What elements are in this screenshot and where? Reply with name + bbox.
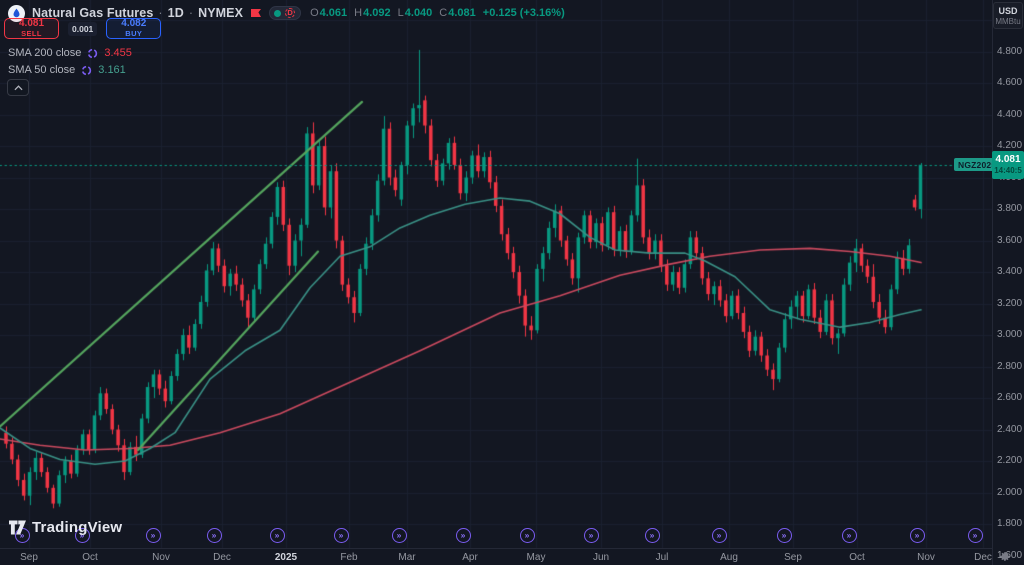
- indicator-value: 3.455: [104, 47, 132, 59]
- chart-header: Natural Gas Futures · 1D · NYMEX D O4.06…: [8, 4, 565, 22]
- open-value: 4.061: [319, 7, 348, 19]
- time-tick-month: May: [526, 552, 546, 563]
- contract-price-line-tag: NGZ2025: [954, 158, 1001, 172]
- contract-rollover-icon[interactable]: »: [967, 528, 983, 543]
- price-tick-label: 3.200: [997, 297, 1023, 309]
- price-tick-label: 4.400: [997, 108, 1023, 120]
- collapse-legend-button[interactable]: [7, 79, 29, 96]
- time-tick-month: Nov: [917, 552, 935, 563]
- contract-rollover-icon[interactable]: »: [455, 528, 471, 543]
- chevron-up-icon: [13, 84, 23, 90]
- indicator-loading-icon: [82, 65, 92, 75]
- symbol-name: Natural Gas Futures: [32, 6, 154, 20]
- price-tick-label: 1.800: [997, 518, 1023, 530]
- contract-rollover-icon[interactable]: »: [391, 528, 407, 543]
- time-tick-month: Oct: [849, 552, 865, 563]
- indicator-row-sma200[interactable]: SMA 200 close 3.455: [8, 46, 132, 60]
- axis-settings-gear-icon[interactable]: [999, 550, 1011, 565]
- tradingview-logo-text: TradingView: [32, 519, 123, 536]
- time-axis[interactable]: Sep Oct Nov Dec 2025 Feb Mar Apr May Jun Jul Aug Sep…: [0, 548, 992, 565]
- contract-rollover-icon[interactable]: »: [776, 528, 792, 543]
- time-tick-month: Jun: [592, 552, 610, 563]
- close-value: 4.081: [448, 7, 476, 19]
- exchange-label: NYMEX: [198, 6, 244, 20]
- price-tick-label: 1.600: [997, 549, 1023, 561]
- contract-rollover-icon[interactable]: »: [269, 528, 285, 543]
- price-tick-label: 3.800: [997, 203, 1023, 215]
- order-panel: 4.081 SELL 0.001 4.082 BUY: [4, 18, 162, 39]
- last-price-axis-label: 4.081 14:40:5: [992, 150, 1024, 179]
- price-tick-label: 2.600: [997, 392, 1023, 404]
- countdown-timer: 14:40:5: [994, 165, 1022, 175]
- contract-rollover-icon[interactable]: »: [841, 528, 857, 543]
- indicator-row-sma50[interactable]: SMA 50 close 3.161: [8, 63, 132, 77]
- symbol-title[interactable]: Natural Gas Futures · 1D · NYMEX: [32, 6, 243, 20]
- indicator-name: SMA 200 close: [8, 47, 82, 59]
- price-tick-label: 3.400: [997, 266, 1023, 278]
- tradingview-logo-icon: [9, 520, 26, 535]
- high-value: 4.092: [363, 7, 391, 19]
- contract-rollover-icon[interactable]: »: [145, 528, 161, 543]
- time-tick-month: Mar: [398, 552, 416, 563]
- time-tick-month: Dec: [213, 552, 231, 563]
- data-delay-badge: D: [285, 8, 296, 18]
- price-tick-label: 2.400: [997, 423, 1023, 435]
- price-tick-label: 4.200: [997, 140, 1023, 152]
- indicator-name: SMA 50 close: [8, 64, 76, 76]
- time-tick-month: Sep: [20, 552, 38, 563]
- contract-rollover-icon[interactable]: »: [333, 528, 349, 543]
- time-tick-month: Oct: [82, 552, 98, 563]
- indicator-value: 3.161: [98, 64, 126, 76]
- title-separator: ·: [158, 6, 163, 20]
- symbol-logo-icon[interactable]: [8, 4, 25, 22]
- price-tick-label: 4.600: [997, 77, 1023, 88]
- contract-rollover-icon[interactable]: »: [644, 528, 660, 543]
- time-tick-month: Aug: [720, 552, 738, 563]
- contract-rollover-icon[interactable]: »: [583, 528, 599, 543]
- time-tick-month: Nov: [152, 552, 170, 563]
- price-tick-label: 3.600: [997, 234, 1023, 246]
- contract-rollover-icon[interactable]: »: [519, 528, 535, 543]
- price-tick-label: 2.200: [997, 455, 1023, 467]
- contract-rollover-icon[interactable]: »: [206, 528, 222, 543]
- contract-rollover-icon[interactable]: »: [711, 528, 727, 543]
- unit-measure: MMBtu: [995, 16, 1021, 26]
- price-tick-label: 3.000: [997, 329, 1023, 341]
- interval-label: 1D: [167, 6, 184, 20]
- time-tick-month: Jul: [655, 552, 669, 563]
- low-value: 4.040: [404, 7, 433, 19]
- time-tick-month: Apr: [462, 552, 478, 563]
- time-tick-year: 2025: [274, 552, 298, 563]
- ohlc-readout: O4.061 H4.092 L4.040 C4.081 +0.125 (+3.1…: [310, 7, 565, 19]
- indicator-loading-icon: [88, 48, 98, 58]
- buy-button[interactable]: 4.082 BUY: [106, 18, 162, 39]
- spread-value: 0.001: [68, 21, 98, 36]
- tradingview-logo[interactable]: TradingView: [8, 519, 122, 536]
- price-tick-label: 2.800: [997, 360, 1023, 372]
- flag-icon[interactable]: [250, 8, 262, 19]
- time-tick-month: Sep: [784, 552, 802, 563]
- contract-rollover-icon[interactable]: »: [74, 528, 90, 543]
- market-open-dot-icon: [274, 9, 282, 17]
- title-separator: ·: [188, 6, 194, 20]
- sell-button[interactable]: 4.081 SELL: [4, 18, 59, 39]
- price-tick-label: 4.800: [997, 45, 1023, 57]
- market-status-pill[interactable]: D: [269, 6, 302, 20]
- contract-rollover-icon[interactable]: »: [909, 528, 925, 543]
- unit-currency: USD: [998, 5, 1018, 16]
- time-tick-month: Feb: [340, 552, 358, 563]
- price-axis[interactable]: 5.0004.8004.6004.4004.2004.0003.8003.600…: [992, 0, 1024, 565]
- time-tick-month: Dec: [974, 552, 992, 563]
- axis-unit-box: USD MMBtu: [993, 2, 1023, 29]
- price-tick-label: 2.000: [997, 486, 1023, 498]
- change-value: +0.125 (+3.16%): [482, 7, 565, 19]
- indicator-legend: SMA 200 close 3.455 SMA 50 close 3.161: [8, 46, 132, 77]
